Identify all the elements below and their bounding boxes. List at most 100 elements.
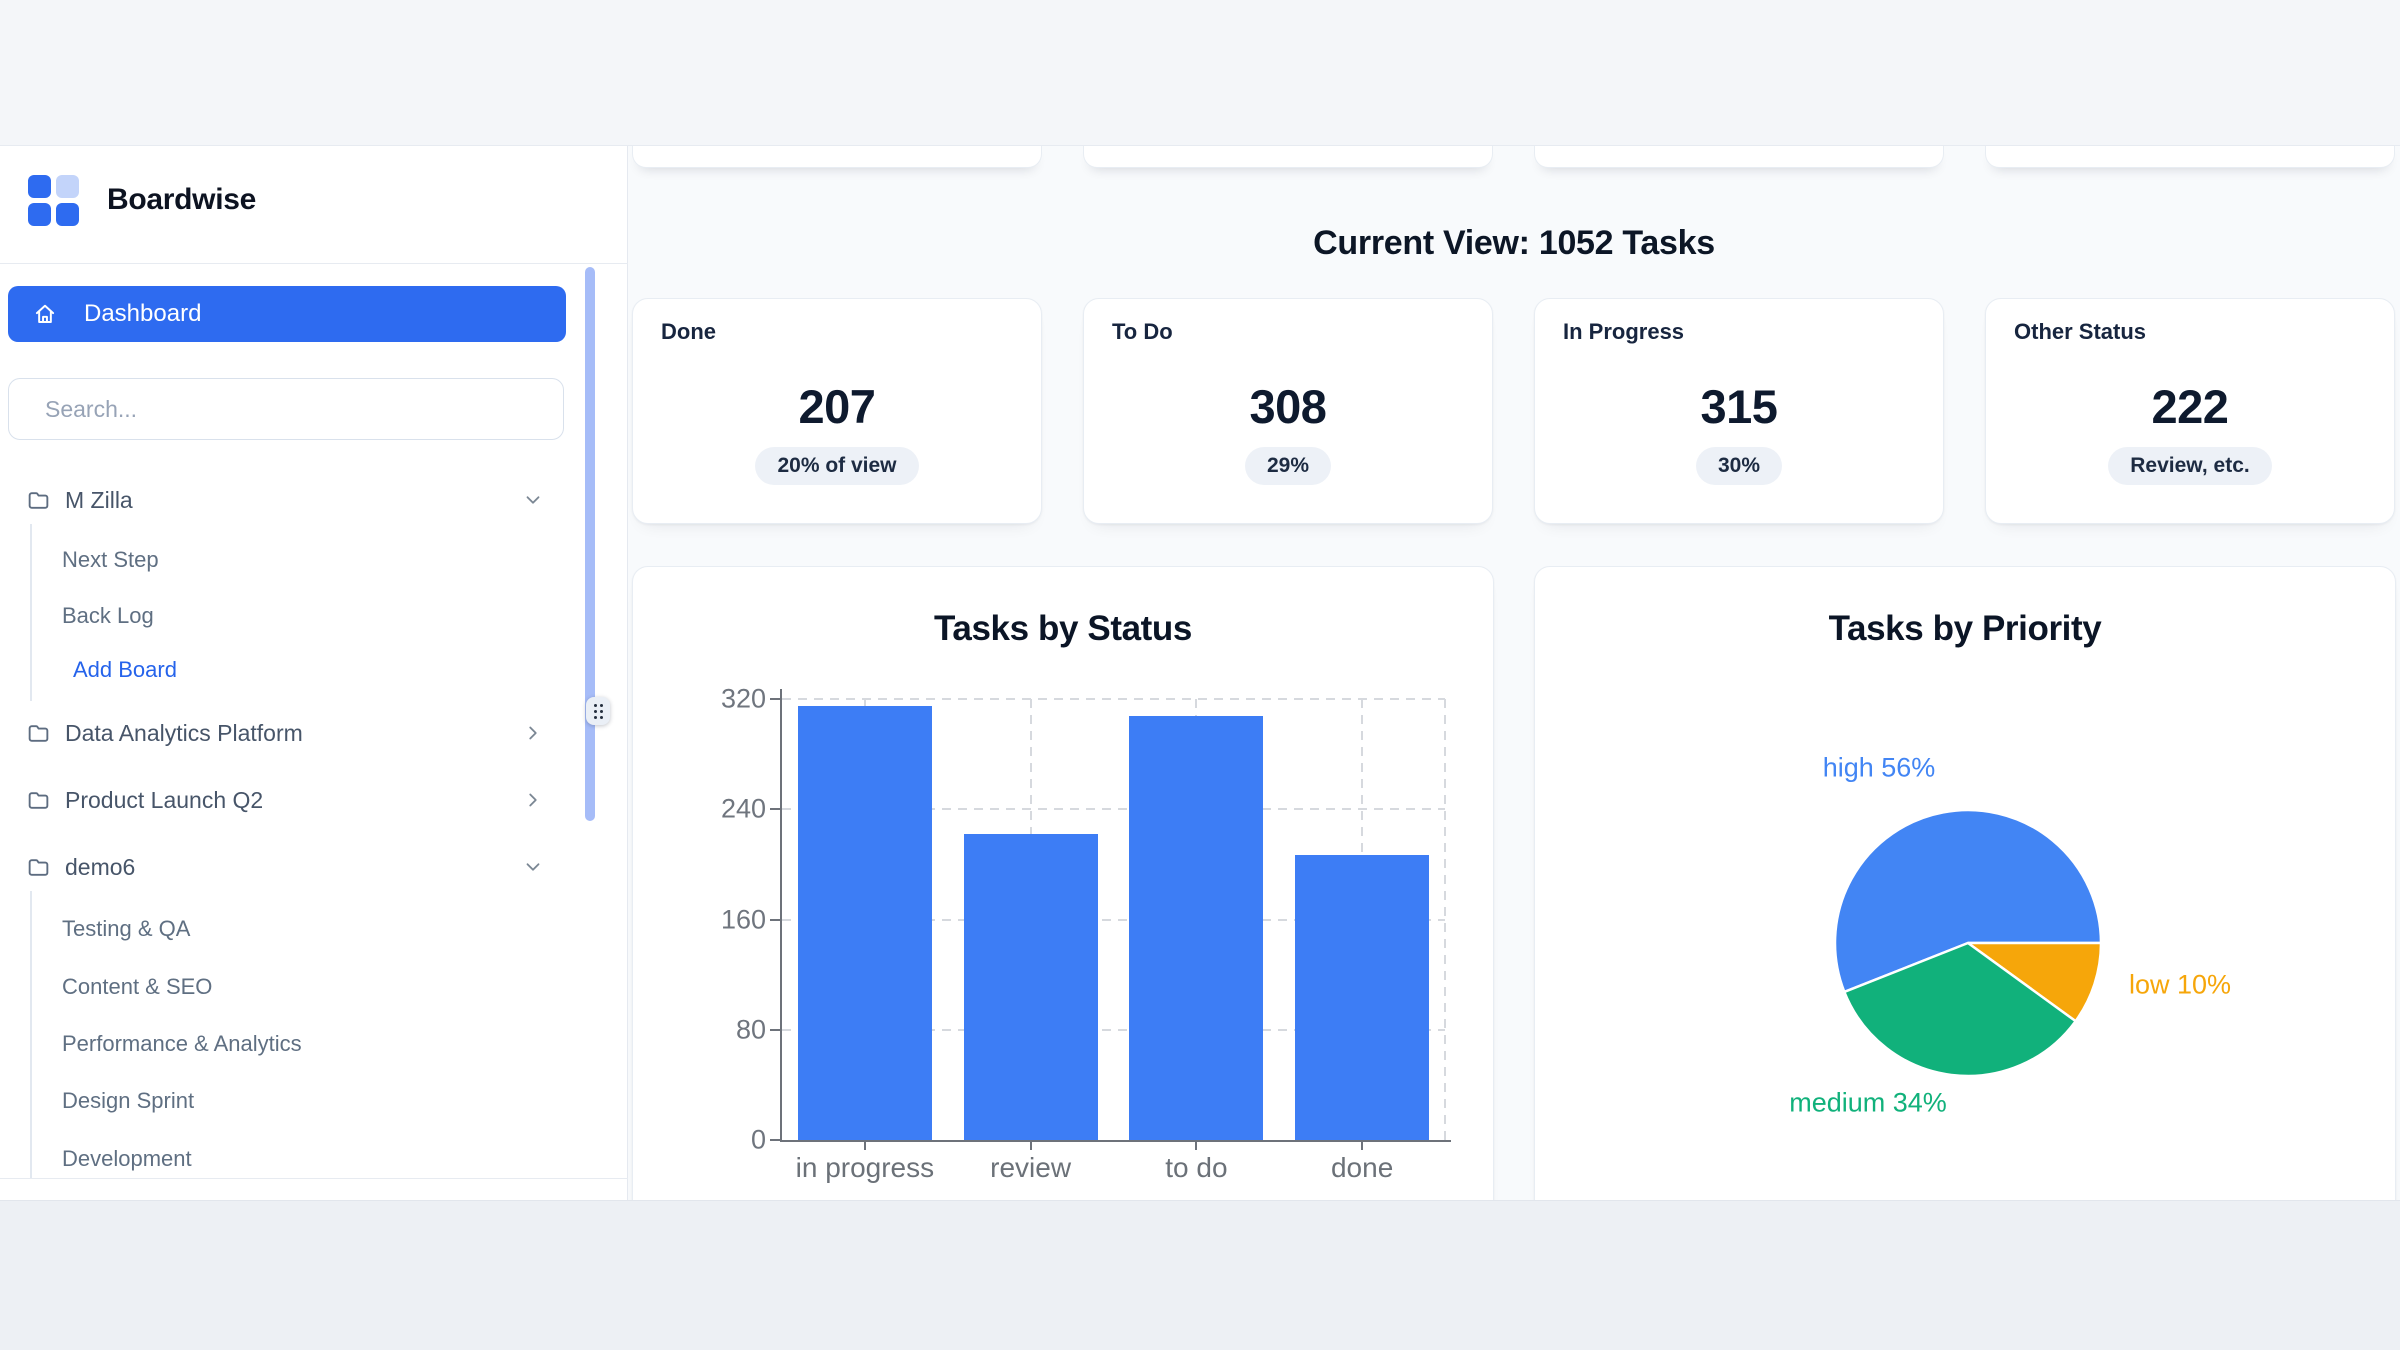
bar-chart-plot: 0 80 160 240 320 in progress review to do done <box>721 684 1451 1183</box>
sidebar-item-performance-analytics[interactable]: Performance & Analytics <box>62 1024 302 1064</box>
priority-pie-chart <box>1833 808 2103 1078</box>
group-label: Data Analytics Platform <box>65 719 303 746</box>
bar-done <box>1295 854 1430 1140</box>
stat-label: Other Status <box>2014 319 2147 344</box>
y-tick <box>770 1028 780 1031</box>
board-label: Development <box>62 1146 192 1171</box>
page-top-band <box>0 0 2400 145</box>
h-gridline <box>782 698 1445 700</box>
bar-in-progress <box>797 705 932 1140</box>
pie-slice-high <box>1833 808 2103 994</box>
folder-icon <box>28 724 49 742</box>
app-window: Boardwise Dashboard M Zilla Next Step Back… <box>0 145 2400 1201</box>
pie-label-medium: medium 34% <box>1789 1087 1947 1118</box>
y-axis <box>780 689 782 1140</box>
stat-label: To Do <box>1112 319 1173 344</box>
y-tick <box>770 918 780 921</box>
x-tick <box>1195 1142 1198 1150</box>
search-box <box>8 378 564 440</box>
chevron-down-icon <box>526 863 540 871</box>
stat-value: 308 <box>1249 380 1327 433</box>
partial-card <box>632 146 1042 168</box>
stat-value: 207 <box>798 380 876 433</box>
board-label: Content & SEO <box>62 974 213 999</box>
partial-card <box>1083 146 1493 168</box>
stat-value: 222 <box>2151 380 2229 433</box>
chevron-right-icon <box>529 726 537 740</box>
folder-icon <box>28 791 49 809</box>
stat-badge: 20% of view <box>755 447 919 485</box>
board-label: Design Sprint <box>62 1088 195 1113</box>
x-tick <box>1361 1142 1364 1150</box>
chevron-down-icon <box>526 496 540 504</box>
sidebar-item-development[interactable]: Development <box>62 1139 192 1179</box>
sidebar-group-data-analytics-platform[interactable]: Data Analytics Platform <box>0 711 560 755</box>
sidebar-item-design-sprint[interactable]: Design Sprint <box>62 1081 194 1121</box>
x-tick-label: done <box>1330 1152 1394 1183</box>
add-board-button[interactable]: Add Board <box>73 650 177 690</box>
sidebar-item-next-step[interactable]: Next Step <box>62 540 159 580</box>
sidebar-group-m-zilla[interactable]: M Zilla <box>0 478 560 522</box>
pie-slice-low <box>1966 941 2103 1023</box>
stat-label: Done <box>661 319 716 344</box>
h-gridline <box>782 918 1445 921</box>
y-tick-label: 240 <box>720 793 766 824</box>
dashboard-label: Dashboard <box>84 300 202 327</box>
home-icon <box>35 304 55 323</box>
group-label: demo6 <box>65 853 136 880</box>
chevron-right-icon <box>529 793 537 807</box>
pie-label-high: high 56% <box>1822 752 1936 783</box>
h-gridline <box>782 1028 1445 1031</box>
pie-label-low: low 10% <box>2128 969 2232 1000</box>
y-tick-label: 80 <box>735 1014 766 1045</box>
bar-to-do <box>1129 715 1264 1140</box>
sidebar-item-back-log[interactable]: Back Log <box>62 596 154 636</box>
stat-card-done: Done 207 20% of view <box>632 298 1042 524</box>
x-tick <box>863 1142 866 1150</box>
board-label: Back Log <box>62 603 154 628</box>
dashboard-button[interactable]: Dashboard <box>8 286 566 342</box>
sidebar-item-content-seo[interactable]: Content & SEO <box>62 967 212 1007</box>
y-tick <box>770 698 780 700</box>
sidebar-resize-handle-icon[interactable] <box>586 697 610 725</box>
stat-badge: 29% <box>1244 447 1332 485</box>
stat-card-in-progress: In Progress 315 30% <box>1534 298 1944 524</box>
sidebar-group-demo6[interactable]: demo6 <box>0 845 560 889</box>
v-gridline-right-edge <box>1444 699 1446 1140</box>
main-content: Current View: 1052 Tasks Done 207 20% of… <box>628 146 2400 1200</box>
sidebar-scrollbar[interactable] <box>585 267 595 821</box>
brand-name: Boardwise <box>107 183 257 216</box>
partial-card <box>1534 146 1944 168</box>
y-tick <box>770 808 780 811</box>
stat-value: 315 <box>1700 380 1778 433</box>
stat-badge: Review, etc. <box>2108 447 2272 485</box>
h-gridline <box>782 808 1445 811</box>
sidebar-item-testing-qa[interactable]: Testing & QA <box>62 909 190 949</box>
y-tick <box>770 1139 780 1141</box>
board-label: Testing & QA <box>62 916 191 941</box>
x-tick-label: review <box>990 1152 1072 1183</box>
search-input[interactable] <box>8 378 564 440</box>
folder-icon <box>28 491 49 509</box>
sidebar-group-product-launch-q2[interactable]: Product Launch Q2 <box>0 778 560 822</box>
tasks-by-priority-card: Tasks by Priority high 56% low 10% medium … <box>1534 566 2396 1200</box>
bar-chart-title: Tasks by Status <box>934 609 1192 648</box>
stat-card-other-status: Other Status 222 Review, etc. <box>1985 298 2395 524</box>
sidebar-bottom-divider <box>0 1178 628 1179</box>
bar-review <box>963 834 1098 1140</box>
x-tick <box>1029 1142 1032 1150</box>
sidebar: Boardwise Dashboard M Zilla Next Step Back… <box>0 146 628 1200</box>
pie-slice-medium <box>1843 941 2077 1078</box>
nav-guide-line <box>30 524 32 701</box>
y-tick-label: 0 <box>750 1124 766 1155</box>
y-tick-label: 160 <box>720 904 766 934</box>
pie-chart-title: Tasks by Priority <box>1828 609 2102 648</box>
add-board-label: Add Board <box>73 657 177 682</box>
tasks-by-status-card: Tasks by Status 0 80 160 240 320 in progress r… <box>632 566 1494 1200</box>
sidebar-header-divider <box>0 263 628 264</box>
boardwise-logo-icon <box>28 174 79 226</box>
board-label: Next Step <box>62 547 159 572</box>
group-label: Product Launch Q2 <box>65 786 264 813</box>
folder-icon <box>28 858 49 876</box>
stat-label: In Progress <box>1563 319 1685 344</box>
